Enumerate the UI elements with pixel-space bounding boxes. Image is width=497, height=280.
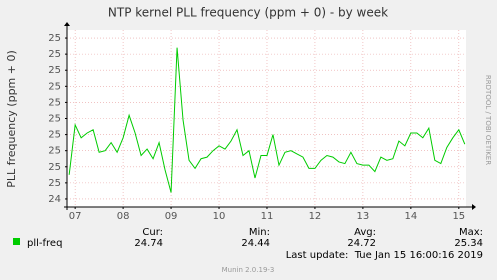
stat-value: 24.44 (241, 238, 270, 249)
y-tick-label: 24 (48, 194, 61, 205)
x-tick-label: 08 (117, 211, 130, 222)
footer: Munin 2.0.19-3 (222, 266, 275, 274)
x-tick-label: 13 (357, 211, 370, 222)
y-tick-label: 25 (48, 130, 61, 141)
x-tick-label: 11 (261, 211, 274, 222)
x-axis-arrow (472, 204, 476, 210)
last-update: Last update: Tue Jan 15 16:00:16 2019 (286, 250, 483, 261)
stat-value: 24.74 (134, 238, 163, 249)
y-tick-label: 25 (48, 114, 61, 125)
x-tick-label: 09 (165, 211, 178, 222)
y-tick-label: 25 (48, 162, 61, 173)
y-tick-label: 25 (48, 33, 61, 44)
stat-label: Max: (459, 227, 483, 238)
stat-label: Cur: (142, 227, 163, 238)
data-line (68, 47, 466, 193)
x-tick-label: 12 (309, 211, 322, 222)
y-tick-label: 25 (48, 178, 61, 189)
y-tick-label: 25 (48, 81, 61, 92)
legend-swatch (13, 238, 20, 245)
y-tick-label: 25 (48, 146, 61, 157)
y-tick-label: 25 (48, 65, 61, 76)
stat-label: Avg: (354, 227, 376, 238)
side-text: RRDTOOL / TOBI OETIKER (484, 75, 492, 165)
x-tick-label: 07 (69, 211, 82, 222)
stat-value: 24.72 (347, 238, 376, 249)
y-tick-label: 25 (48, 97, 61, 108)
legend-label: pll-freq (27, 238, 62, 249)
y-axis-arrow (64, 22, 70, 26)
x-tick-label: 10 (213, 211, 226, 222)
x-tick-label: 15 (452, 211, 465, 222)
stat-value: 25.34 (454, 238, 483, 249)
y-axis-label: PLL frequency (ppm + 0) (5, 50, 18, 188)
chart-title: NTP kernel PLL frequency (ppm + 0) - by … (108, 6, 388, 20)
x-tick-label: 14 (404, 211, 417, 222)
stat-label: Min: (249, 227, 270, 238)
y-tick-label: 25 (48, 49, 61, 60)
